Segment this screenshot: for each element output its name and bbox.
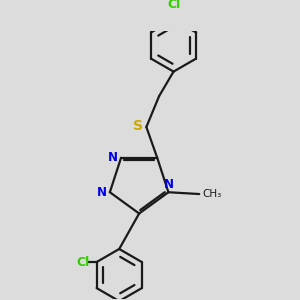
Text: Cl: Cl bbox=[168, 0, 181, 11]
Text: N: N bbox=[97, 187, 107, 200]
Text: CH₃: CH₃ bbox=[202, 189, 221, 199]
Text: S: S bbox=[133, 119, 143, 133]
Text: N: N bbox=[164, 178, 174, 191]
Text: N: N bbox=[108, 151, 118, 164]
Text: Cl: Cl bbox=[76, 256, 89, 268]
